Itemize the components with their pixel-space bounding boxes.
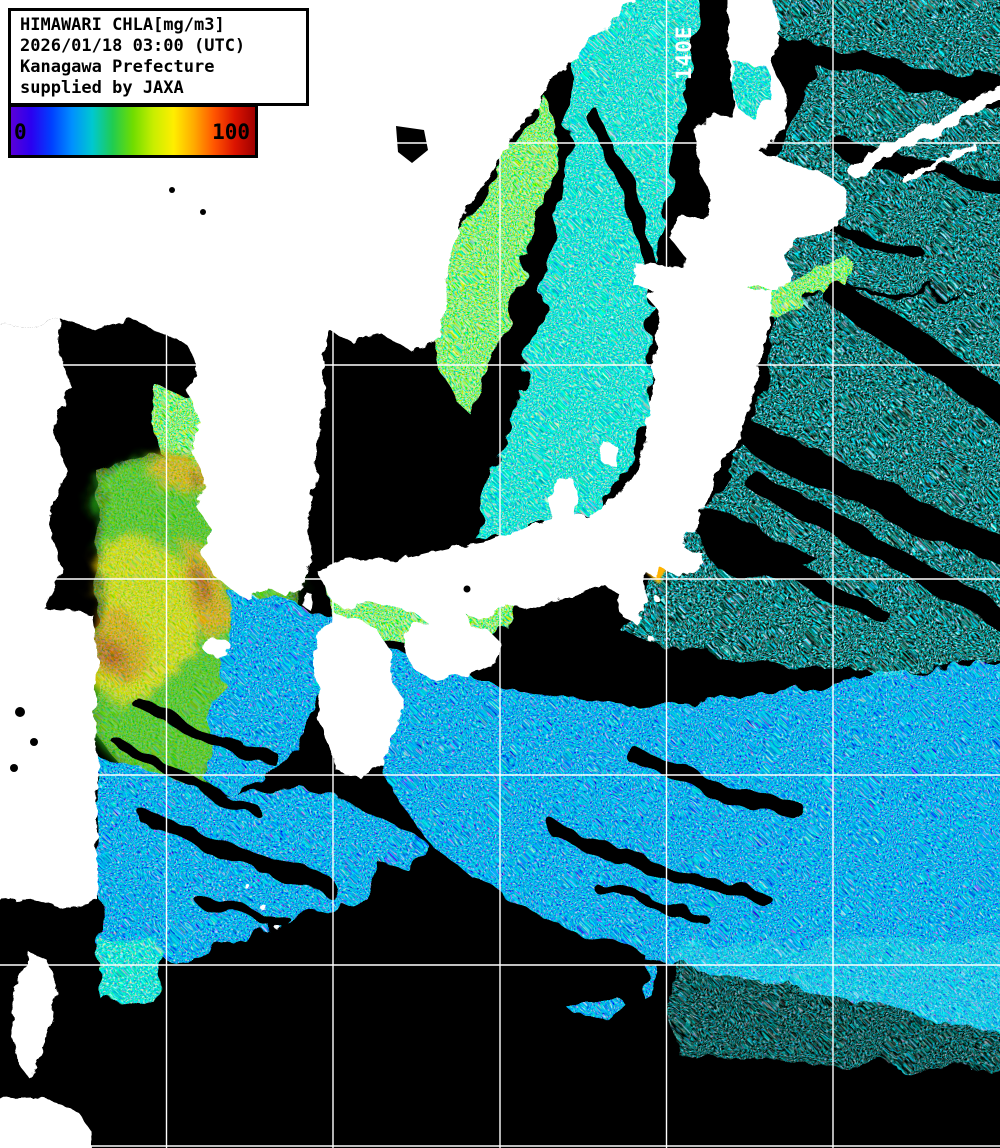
island-speck-1 [15,707,25,717]
field-ecs-patch [98,938,160,1006]
land-shikoku [404,621,501,681]
colorbar: 0 100 [8,104,258,158]
land-honshu [318,283,772,673]
cloud-blob-2 [775,215,789,229]
timestamp: 2026/01/18 03:00 (UTC) [20,36,246,56]
land-goto-2 [327,674,333,680]
land-taiwan [11,953,56,1078]
land-tsushima [302,590,312,610]
land-izu-island-1 [654,596,660,602]
title-box: HIMAWARI CHLA[mg/m3] 2026/01/18 03:00 (U… [8,8,309,106]
field-south-sparse [668,938,1000,1072]
land-china-coast [0,318,99,908]
island-speck-5 [200,209,206,215]
field-primorye-coast [432,97,560,420]
land-izu-island-2 [650,638,656,644]
land-ryukyu-1 [259,903,265,909]
longitude-label: 140E [672,25,696,80]
lake-khanka [396,126,428,163]
island-speck-3 [10,764,18,772]
island-speck-2 [30,738,38,746]
field-sakhalin-patch [734,62,768,118]
land-kyushu [311,613,405,777]
land-ryukyu-2 [244,883,250,889]
dark-details [10,62,768,772]
field-japan-sea-band [478,0,698,541]
land-sado [601,441,618,467]
colorbar-gradient [11,107,255,155]
lake-biwa [463,585,471,593]
cloud-blob-1 [761,186,779,204]
land-goto-1 [316,662,324,670]
cloud-blob-3 [789,174,801,182]
colorbar-max-label: 100 [212,119,250,144]
colorbar-min-label: 0 [14,119,27,144]
provider-region: Kanagawa Prefecture [20,57,215,77]
supplier-credit: supplied by JAXA [20,78,184,98]
field-pacific-main [368,636,1000,1034]
cloud-kuril-band [849,85,1000,183]
latitude-label: 40N [3,341,44,365]
island-speck-4 [169,187,175,193]
land-china-sw-corner [0,1096,93,1148]
product-title: HIMAWARI CHLA[mg/m3] [20,15,225,35]
land-ryukyu-3 [274,924,280,930]
land-jeju [203,638,231,656]
